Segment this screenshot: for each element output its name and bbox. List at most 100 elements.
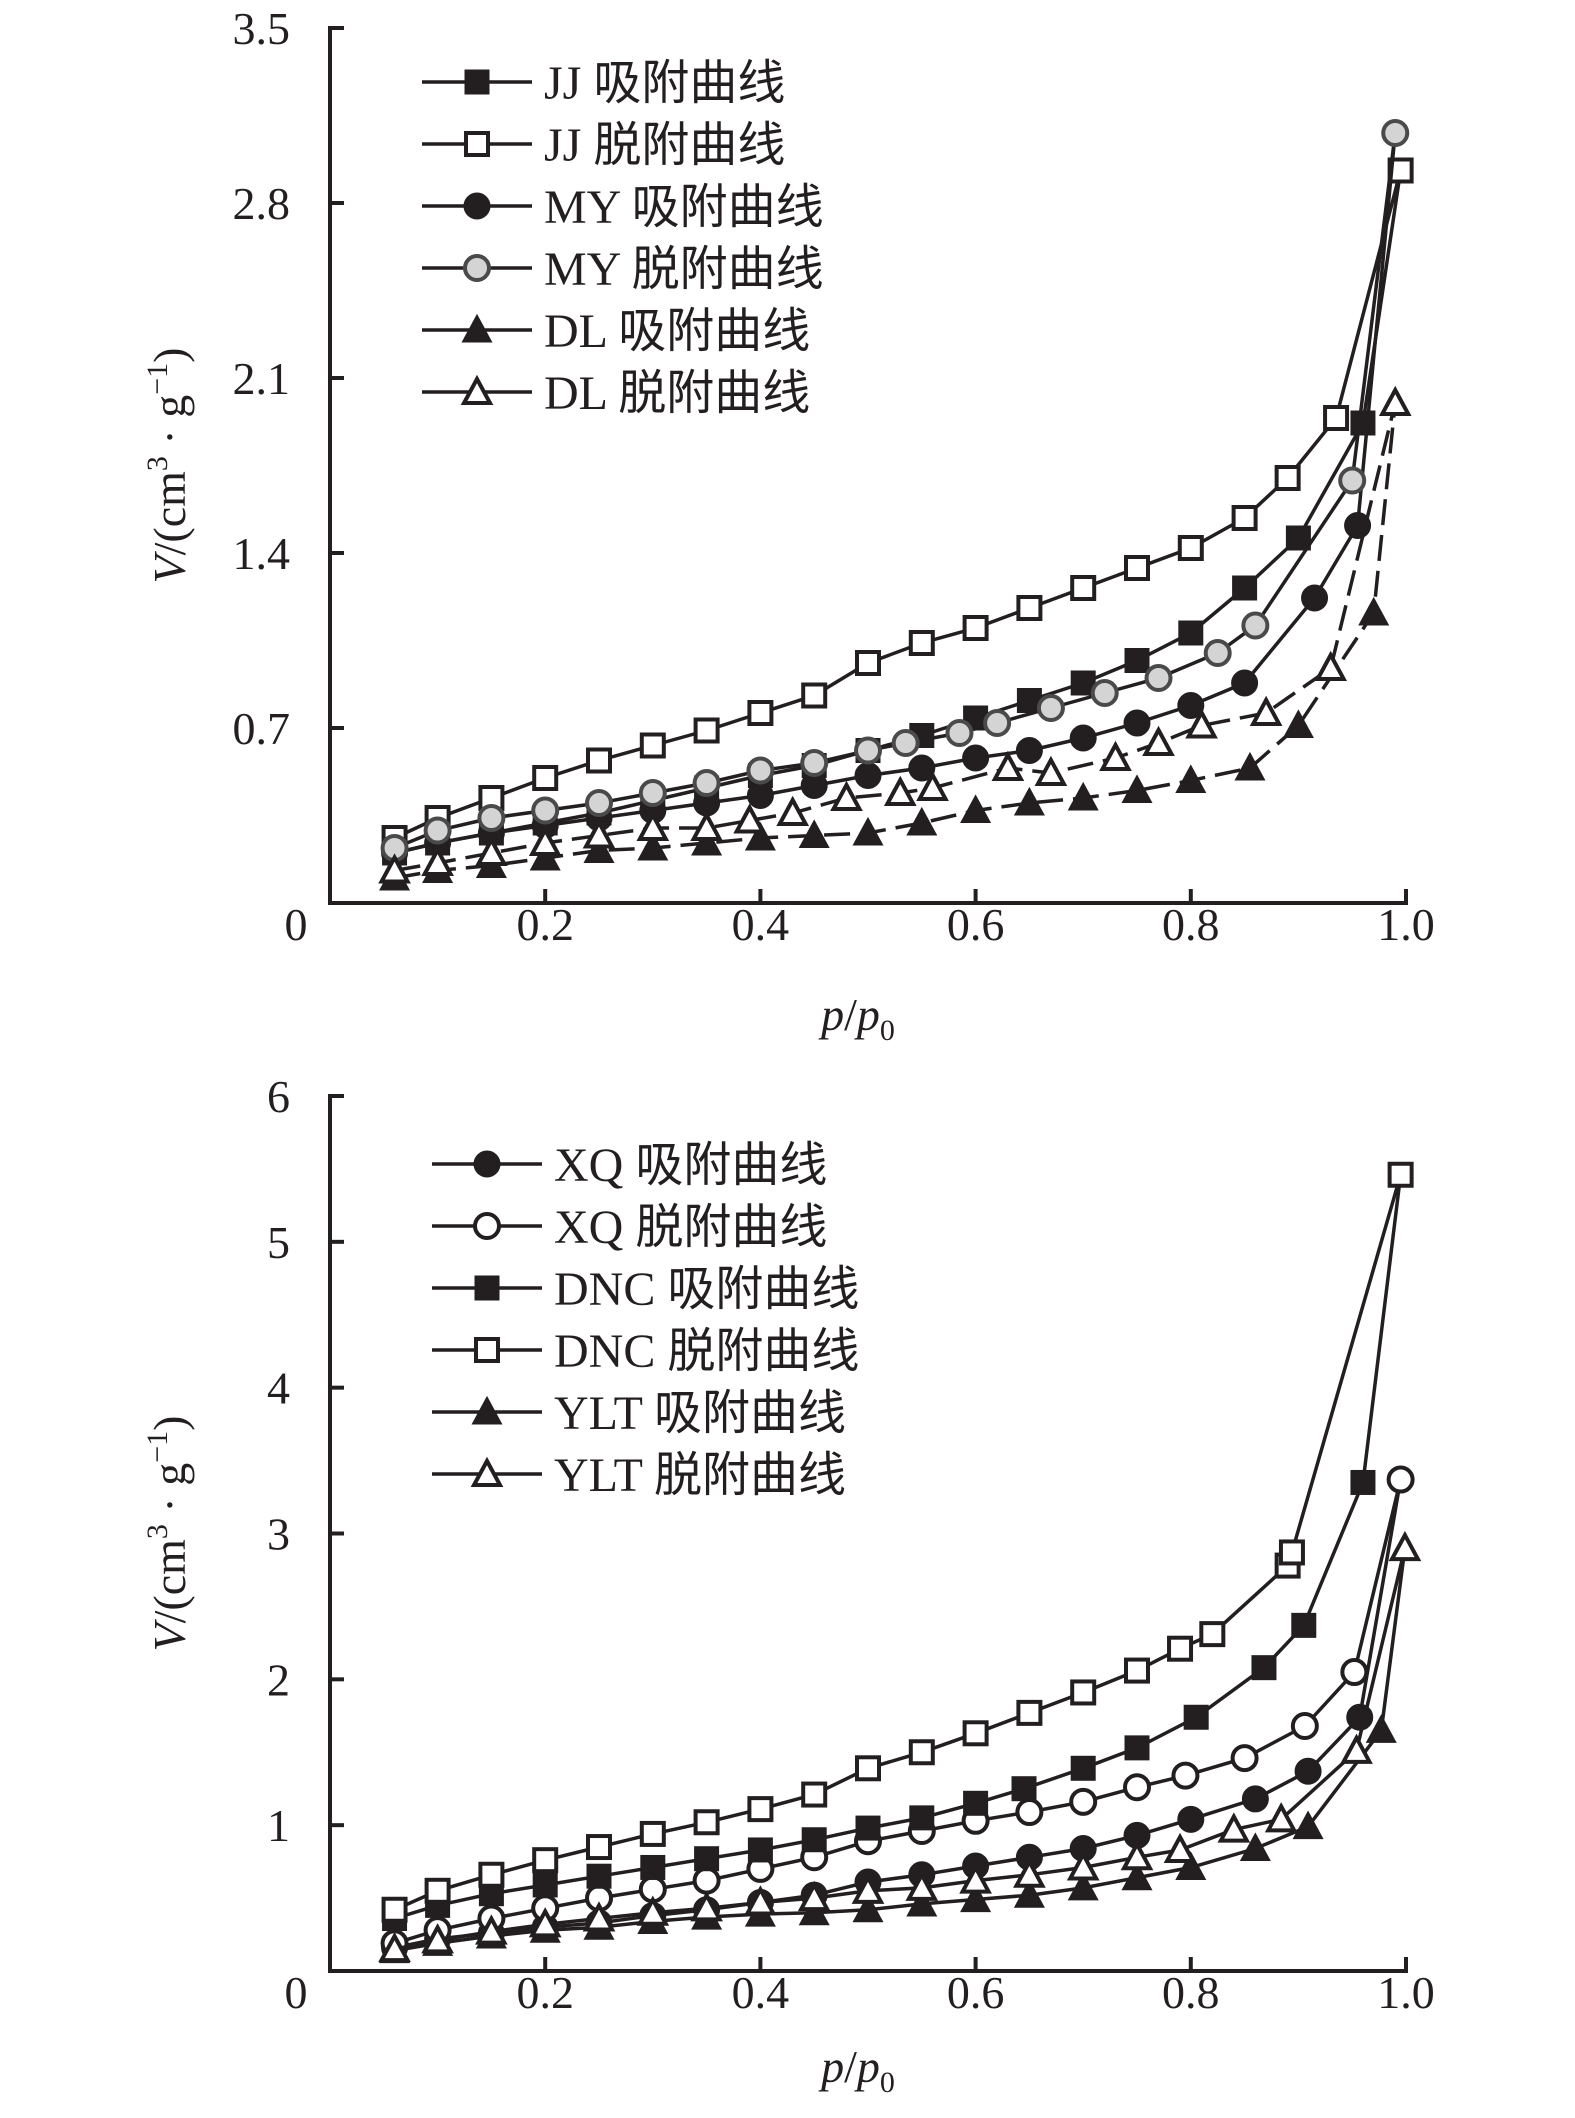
legend-label: DL 脱附曲线 [544,367,810,420]
data-point [1241,611,1270,640]
data-point [378,853,411,884]
data-point [960,794,992,824]
data-point [1034,755,1068,787]
legend-marker [461,313,493,343]
data-point [691,826,723,856]
legend-label: DNC 吸附曲线 [554,1263,859,1316]
data-point [638,779,667,807]
data-point [1015,737,1043,764]
data-point [1292,1810,1324,1840]
data-point [639,1820,666,1847]
data-point [477,804,506,832]
data-point [532,765,559,791]
y-tick-label: 0.7 [233,703,291,754]
data-point [855,1755,881,1782]
legend-label: YLT 吸附曲线 [554,1387,846,1440]
data-point [908,630,935,656]
data-point [962,615,989,641]
data-point [1183,1704,1209,1730]
data-point [797,1880,831,1912]
data-point [960,1883,992,1913]
data-point [800,772,828,799]
data-point [1231,669,1259,697]
data-point [1177,535,1204,561]
data-point [1013,1857,1046,1888]
legend-marker [463,192,491,220]
data-point [421,1923,454,1954]
data-point [690,1891,723,1922]
data-point [636,1895,670,1926]
data-point [1121,1861,1153,1891]
data-point [1230,1744,1259,1773]
data-point [694,1846,720,1872]
data-point [585,789,613,817]
legend-label: DL 吸附曲线 [544,305,810,358]
data-point [1178,620,1204,646]
data-point [746,756,775,785]
data-point [744,821,776,851]
data-point [798,819,830,849]
data-point [852,816,884,846]
data-point [963,1790,989,1816]
data-point [424,1877,451,1904]
data-point [1234,751,1266,781]
data-point [909,1805,935,1831]
y-tick-label: 6 [267,1071,290,1122]
data-point [908,754,936,782]
data-point [636,810,670,842]
x-tick-label: 0.2 [516,1967,574,2018]
data-point [421,845,454,877]
data-point [747,700,774,726]
data-point [586,1834,612,1861]
data-point [746,782,774,809]
data-point [1323,405,1350,431]
data-point [1291,1612,1317,1638]
data-point [1274,465,1301,491]
y-tick-label: 5 [267,1217,290,1268]
series-my-adsorption [381,119,1409,867]
series-dnc-desorption [381,1161,1414,1923]
y-tick-label: 3 [267,1509,290,1560]
data-point [1066,1850,1100,1881]
legend-label: XQ 吸附曲线 [554,1139,827,1192]
x-axis-title: p/p0 [818,989,895,1047]
data-point [1144,664,1173,692]
data-point [1011,1776,1037,1802]
data-point [1350,410,1376,436]
legend-marker [473,1212,501,1240]
data-point [1069,724,1097,752]
data-point [905,1870,939,1901]
data-point [852,1893,884,1923]
data-point [916,770,949,802]
data-point [1282,709,1314,739]
data-point [1264,1802,1298,1833]
data-point [1163,1832,1197,1864]
data-point [1338,466,1367,495]
data-point [855,1815,881,1841]
legend-item: JJ 吸附曲线 [422,57,785,110]
chart-top-panel: 0.7 1.4 2.1 2.8 3.5 0 0.2 0.4 0.6 0.8 1.0 p/p0 V/(cm… [141,3,1435,1047]
data-point [1350,1469,1376,1495]
data-point [906,1887,938,1917]
data-point [1199,1621,1226,1648]
data-point [1239,1832,1271,1862]
data-point [908,1739,935,1766]
data-point [1171,1761,1200,1790]
data-point [1090,679,1119,707]
data-point [1249,695,1283,727]
data-point [1232,575,1258,601]
data-point [1340,1733,1373,1764]
data-point [1070,1755,1096,1781]
legend-item: DNC 吸附曲线 [432,1263,859,1316]
data-point [1314,650,1348,682]
legend-marker [460,374,494,406]
data-point [637,831,669,861]
data-point [851,1873,885,1904]
data-point [1124,555,1150,581]
data-point [1124,1657,1150,1684]
data-point [983,709,1012,737]
x-tick-label: 0 [285,1967,308,2018]
data-point [800,749,829,777]
data-point [1175,764,1207,794]
data-point [1070,1679,1097,1706]
